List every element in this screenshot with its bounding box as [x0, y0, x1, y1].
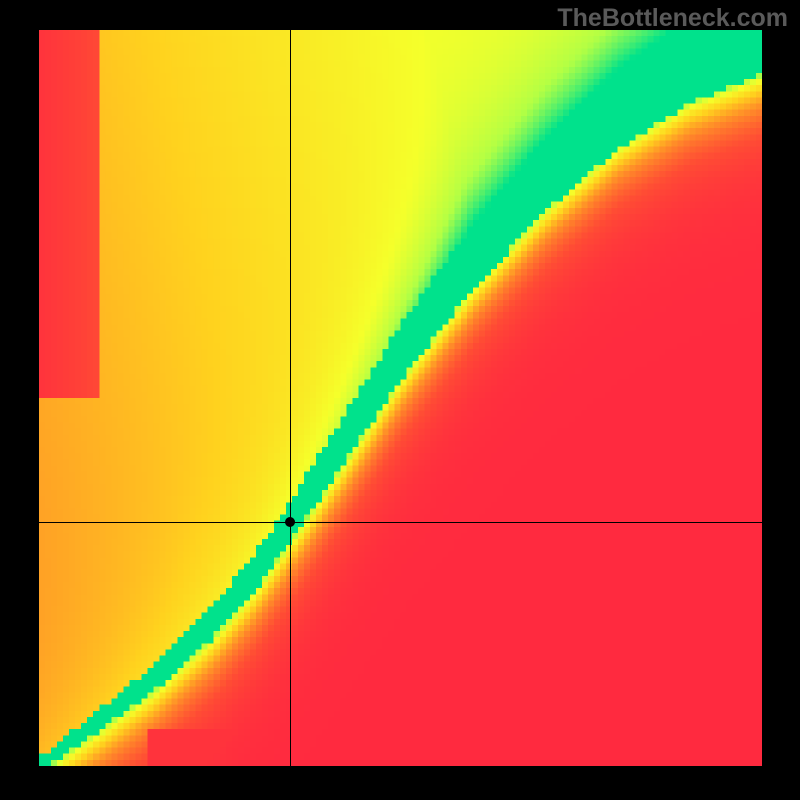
- crosshair-vertical: [290, 30, 291, 766]
- bottleneck-heatmap: [39, 30, 762, 766]
- chart-container: TheBottleneck.com: [0, 0, 800, 800]
- selection-marker: [285, 517, 295, 527]
- crosshair-horizontal: [39, 522, 762, 523]
- attribution-label: TheBottleneck.com: [557, 4, 788, 33]
